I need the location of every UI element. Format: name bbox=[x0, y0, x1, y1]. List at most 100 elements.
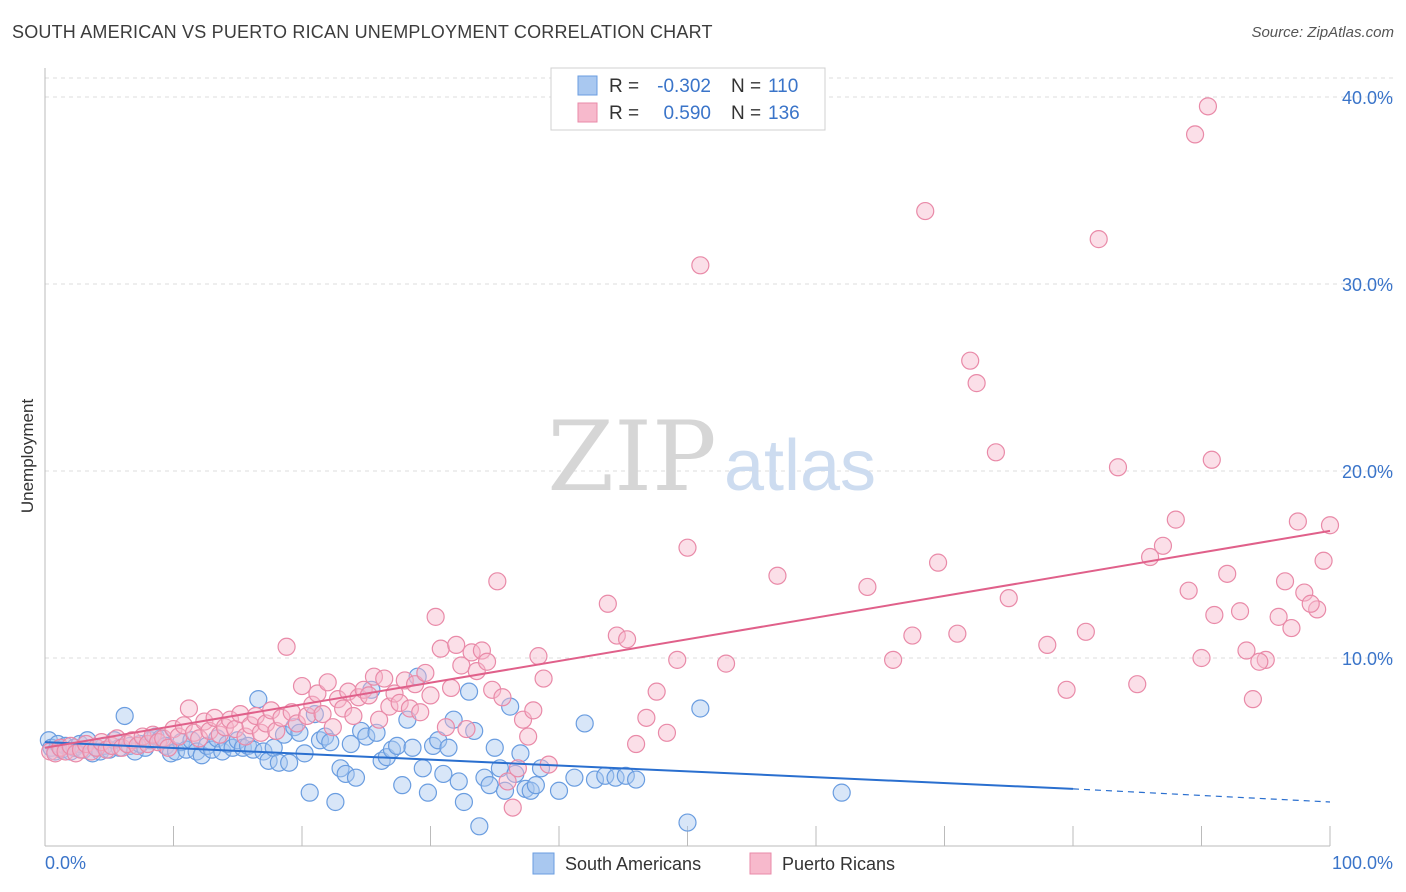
south-americans-point-81 bbox=[439, 738, 458, 757]
puerto-ricans-point-143 bbox=[1237, 641, 1256, 660]
puerto-ricans-point-54 bbox=[318, 673, 337, 692]
puerto-ricans-point-79 bbox=[447, 635, 466, 655]
puerto-ricans-point-84 bbox=[472, 641, 491, 660]
south-americans-point-85 bbox=[459, 682, 479, 701]
watermark: ZIP atlas bbox=[547, 401, 876, 513]
puerto-ricans-point-137 bbox=[1282, 618, 1301, 638]
puerto-ricans-point-90 bbox=[503, 798, 522, 817]
south-americans-point-100 bbox=[549, 781, 569, 800]
puerto-ricans-point-130 bbox=[1192, 648, 1211, 668]
south-americans-point-87 bbox=[470, 817, 489, 836]
puerto-ricans-point-121 bbox=[1057, 680, 1076, 699]
legend-n-value-1: 110 bbox=[768, 76, 798, 97]
puerto-ricans-point-41 bbox=[251, 723, 270, 742]
south-americans-point-76 bbox=[413, 759, 432, 778]
x-tick-label-1: 100.0% bbox=[1332, 853, 1393, 873]
puerto-ricans-point-129 bbox=[1179, 581, 1198, 600]
puerto-ricans-point-132 bbox=[1218, 564, 1237, 583]
puerto-ricans-point-38 bbox=[236, 727, 255, 746]
south-americans-point-97 bbox=[521, 781, 540, 800]
puerto-ricans-point-116 bbox=[961, 351, 980, 370]
y-axis-label: Unemployment bbox=[18, 399, 37, 514]
puerto-ricans-point-135 bbox=[1256, 650, 1275, 669]
puerto-ricans-point-102 bbox=[637, 708, 656, 727]
puerto-ricans-point-123 bbox=[1089, 230, 1108, 249]
puerto-ricans-point-46 bbox=[277, 637, 296, 656]
puerto-ricans-point-128 bbox=[1166, 510, 1185, 529]
puerto-ricans-point-111 bbox=[883, 650, 903, 669]
legend-label-south-americans: South Americans bbox=[565, 854, 701, 874]
puerto-ricans-point-89 bbox=[498, 772, 517, 791]
puerto-ricans-point-106 bbox=[678, 538, 697, 557]
watermark-atlas: atlas bbox=[724, 426, 876, 506]
puerto-ricans-point-50 bbox=[298, 706, 317, 726]
puerto-ricans-point-47 bbox=[282, 703, 301, 722]
puerto-ricans-point-55 bbox=[323, 718, 342, 737]
puerto-ricans-point-57 bbox=[334, 699, 353, 718]
watermark-zip: ZIP bbox=[547, 401, 716, 513]
puerto-ricans-point-49 bbox=[292, 676, 312, 696]
puerto-ricans-point-65 bbox=[375, 669, 394, 688]
puerto-ricans-point-39 bbox=[241, 716, 260, 735]
south-americans-point-108 bbox=[678, 813, 697, 832]
south-americans-point-63 bbox=[346, 768, 366, 787]
puerto-ricans-point-144 bbox=[1250, 652, 1269, 671]
puerto-ricans-point-118 bbox=[986, 443, 1006, 462]
series-legend: South Americans Puerto Ricans bbox=[532, 852, 895, 875]
puerto-ricans-point-104 bbox=[657, 723, 677, 742]
south-americans-point-71 bbox=[387, 736, 407, 755]
south-americans-point-61 bbox=[336, 764, 355, 784]
gridlines bbox=[45, 77, 1394, 659]
puerto-ricans-point-48 bbox=[287, 714, 306, 733]
puerto-ricans-point-140 bbox=[1185, 125, 1205, 144]
puerto-ricans-point-88 bbox=[493, 688, 512, 707]
puerto-ricans-point-16 bbox=[123, 731, 142, 750]
south-americans-point-58 bbox=[321, 733, 340, 752]
puerto-ricans-point-113 bbox=[916, 201, 935, 221]
south-americans-point-78 bbox=[423, 736, 443, 755]
puerto-ricans-point-25 bbox=[169, 727, 188, 746]
puerto-ricans-point-124 bbox=[1108, 458, 1128, 477]
puerto-ricans-point-125 bbox=[1128, 675, 1147, 694]
puerto-ricans-point-109 bbox=[768, 566, 787, 585]
south-americans-point-62 bbox=[341, 734, 360, 754]
south-americans-point-101 bbox=[565, 768, 584, 787]
south-americans-point-18 bbox=[115, 706, 134, 726]
puerto-ricans-point-148 bbox=[1314, 551, 1333, 570]
south-americans-point-93 bbox=[501, 697, 520, 716]
south-americans-point-106 bbox=[616, 766, 635, 785]
south-americans-point-48 bbox=[269, 753, 288, 772]
puerto-ricans-point-75 bbox=[426, 607, 445, 626]
legend-n-value-2: 136 bbox=[768, 103, 800, 124]
legend-r-label-2: R = bbox=[609, 103, 639, 124]
south-americans-point-89 bbox=[480, 776, 499, 795]
puerto-ricans-point-108 bbox=[716, 654, 736, 673]
puerto-ricans-point-74 bbox=[421, 686, 440, 705]
puerto-ricans-point-62 bbox=[359, 686, 378, 705]
south-americans-point-72 bbox=[393, 776, 412, 795]
puerto-ricans-point-100 bbox=[618, 630, 637, 649]
axes bbox=[44, 68, 1331, 847]
puerto-ricans-point-95 bbox=[529, 647, 548, 666]
south-americans-point-109 bbox=[691, 699, 710, 718]
puerto-ricans-point-122 bbox=[1076, 622, 1095, 641]
puerto-ricans-point-131 bbox=[1205, 605, 1224, 625]
south-americans-point-84 bbox=[454, 792, 474, 812]
y-tick-label-2: 30.0% bbox=[1342, 275, 1393, 295]
puerto-ricans-point-146 bbox=[1288, 512, 1307, 531]
puerto-ricans-point-133 bbox=[1230, 602, 1250, 621]
puerto-ricans-point-81 bbox=[457, 719, 476, 739]
legend-r-label-1: R = bbox=[609, 76, 639, 97]
trend-lines bbox=[44, 529, 1331, 803]
puerto-ricans-point-136 bbox=[1269, 607, 1288, 626]
puerto-ricans-point-93 bbox=[519, 727, 538, 746]
legend-swatch-blue bbox=[577, 75, 598, 96]
south-americans-point-54 bbox=[300, 783, 319, 802]
puerto-ricans-point-114 bbox=[928, 553, 948, 572]
tick-labels: 10.0% 20.0% 30.0% 40.0% 0.0% 100.0% bbox=[45, 88, 1393, 873]
puerto-ricans-point-64 bbox=[370, 710, 389, 729]
puerto-ricans-point-149 bbox=[1320, 516, 1340, 535]
puerto-ricans-point-127 bbox=[1153, 536, 1173, 555]
south-americans-point-95 bbox=[511, 744, 530, 763]
